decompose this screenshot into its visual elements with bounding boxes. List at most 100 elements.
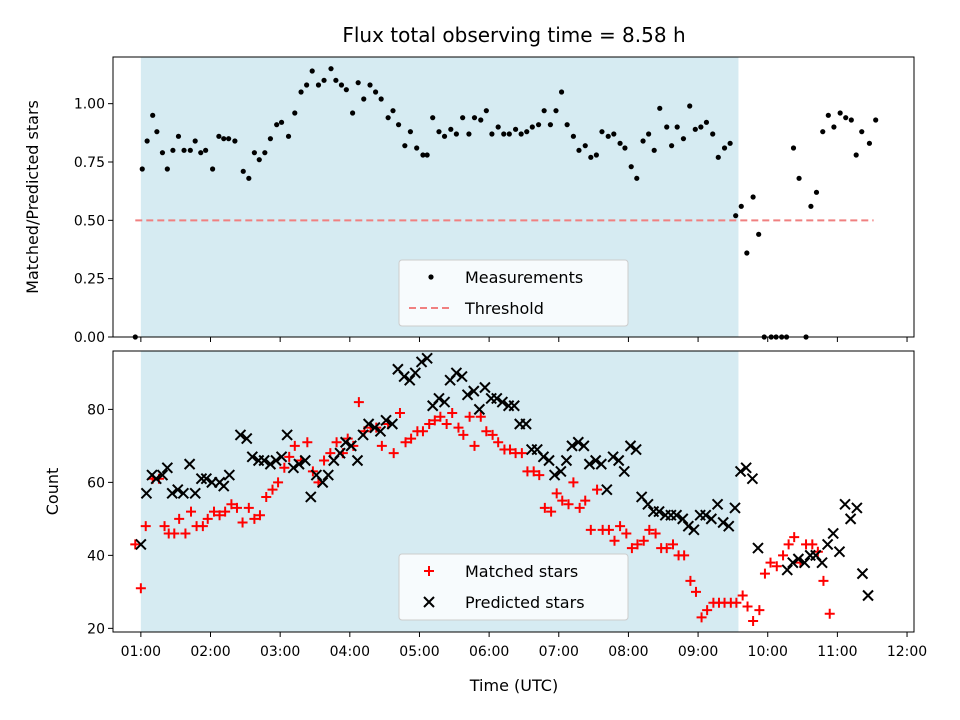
- predicted-stars-point: [456, 370, 468, 383]
- matched-stars-point: [778, 550, 789, 561]
- predicted-stars-point: [421, 352, 433, 365]
- matched-stars-point: [458, 429, 469, 440]
- predicted-stars-point: [345, 440, 357, 452]
- measurement-point: [657, 105, 663, 111]
- predicted-stars-point: [555, 465, 567, 478]
- measurement-point: [304, 82, 310, 88]
- measurement-point: [593, 152, 599, 158]
- measurement-point: [395, 122, 402, 128]
- predicted-stars-point: [589, 454, 602, 467]
- measurement-point: [837, 110, 843, 116]
- matched-stars-point: [319, 455, 330, 466]
- predicted-stars-point: [670, 509, 683, 521]
- measurement-point: [483, 108, 489, 114]
- matched-stars-point: [661, 543, 672, 554]
- predicted-stars-point: [752, 542, 764, 554]
- measurement-point: [402, 143, 408, 149]
- predicted-stars-point: [234, 429, 247, 441]
- y-axis-label: Count: [43, 468, 62, 516]
- predicted-stars-point: [189, 487, 201, 500]
- measurement-point: [240, 168, 246, 174]
- predicted-stars-point: [183, 458, 196, 470]
- measurement-point: [246, 175, 252, 181]
- y-tick-label: 0.00: [74, 330, 105, 346]
- predicted-stars-point: [642, 498, 654, 510]
- measurement-point: [669, 143, 675, 149]
- predicted-stars-point: [630, 443, 642, 456]
- predicted-stars-point: [156, 469, 169, 481]
- measurement-point: [274, 122, 280, 128]
- predicted-stars-point: [653, 505, 665, 518]
- predicted-stars-point: [316, 476, 329, 489]
- predicted-stars-point: [135, 538, 147, 551]
- matched-stars-point: [731, 597, 742, 608]
- measurement-point: [640, 138, 646, 144]
- measurement-point: [278, 119, 285, 125]
- matched-stars-point: [592, 484, 603, 495]
- matched-stars-point: [331, 437, 342, 448]
- matched-stars-point: [174, 513, 185, 524]
- predicted-stars-point: [677, 513, 689, 525]
- predicted-stars-point: [827, 527, 839, 540]
- predicted-stars-point: [339, 436, 352, 448]
- measurement-point: [315, 82, 322, 88]
- measurement-point: [489, 131, 495, 137]
- measurement-point: [343, 87, 349, 93]
- matched-stars-point: [650, 528, 661, 539]
- legend-entry-label: Predicted stars: [465, 593, 585, 612]
- predicted-stars-point: [305, 491, 317, 503]
- matched-stars-point: [435, 411, 446, 422]
- predicted-stars-point: [821, 538, 834, 551]
- measurement-point: [605, 133, 611, 139]
- axes-frame: [112, 56, 915, 338]
- predicted-stars-point: [293, 458, 305, 470]
- measurement-point: [144, 138, 150, 144]
- predicted-stars-point: [844, 513, 857, 525]
- measurement-point: [599, 129, 605, 135]
- predicted-stars-point: [241, 432, 253, 445]
- measurement-point: [715, 154, 721, 160]
- measurement-point: [848, 117, 854, 123]
- predicted-stars-point: [624, 440, 637, 452]
- predicted-stars-point: [150, 473, 162, 485]
- predicted-stars-point: [612, 454, 625, 467]
- measurement-point: [251, 150, 257, 156]
- measurement-point: [495, 124, 501, 130]
- matched-stars-point: [807, 539, 818, 550]
- measurement-point: [843, 115, 849, 121]
- measurement-point: [256, 157, 262, 163]
- matched-stars-point: [169, 528, 180, 539]
- measurement-point: [407, 129, 414, 135]
- legend-predicted-marker: [423, 596, 435, 608]
- matched-stars-point: [159, 521, 170, 532]
- predicted-stars-point: [572, 436, 584, 448]
- predicted-stars-point: [705, 513, 718, 525]
- predicted-stars-point: [246, 451, 259, 463]
- predicted-stars-point: [404, 374, 416, 386]
- matched-stars-point: [615, 521, 626, 532]
- legend-entry-label: Matched stars: [465, 562, 578, 581]
- matched-stars-point: [632, 539, 643, 550]
- predicted-stars-point: [792, 553, 805, 565]
- predicted-stars-point: [195, 473, 208, 485]
- matched-stars-point: [180, 528, 191, 539]
- predicted-stars-point: [723, 520, 735, 532]
- measurement-point: [721, 145, 728, 151]
- measurement-point: [338, 82, 345, 88]
- matched-stars-point: [644, 524, 655, 535]
- measurement-point: [692, 126, 698, 132]
- measurement-point: [175, 133, 182, 139]
- measurement-point: [576, 147, 582, 153]
- measurement-point: [512, 126, 519, 132]
- matched-stars-point: [609, 535, 620, 546]
- matched-stars-point: [621, 528, 632, 539]
- matched-stars-point: [475, 411, 486, 422]
- predicted-stars-point: [560, 454, 573, 467]
- predicted-stars-point: [287, 462, 300, 474]
- predicted-stars-point: [374, 425, 387, 437]
- predicted-stars-point: [711, 498, 724, 510]
- matched-stars-point: [534, 470, 545, 481]
- predicted-stars-point: [409, 367, 421, 379]
- x-tick-label: 12:00: [887, 644, 927, 660]
